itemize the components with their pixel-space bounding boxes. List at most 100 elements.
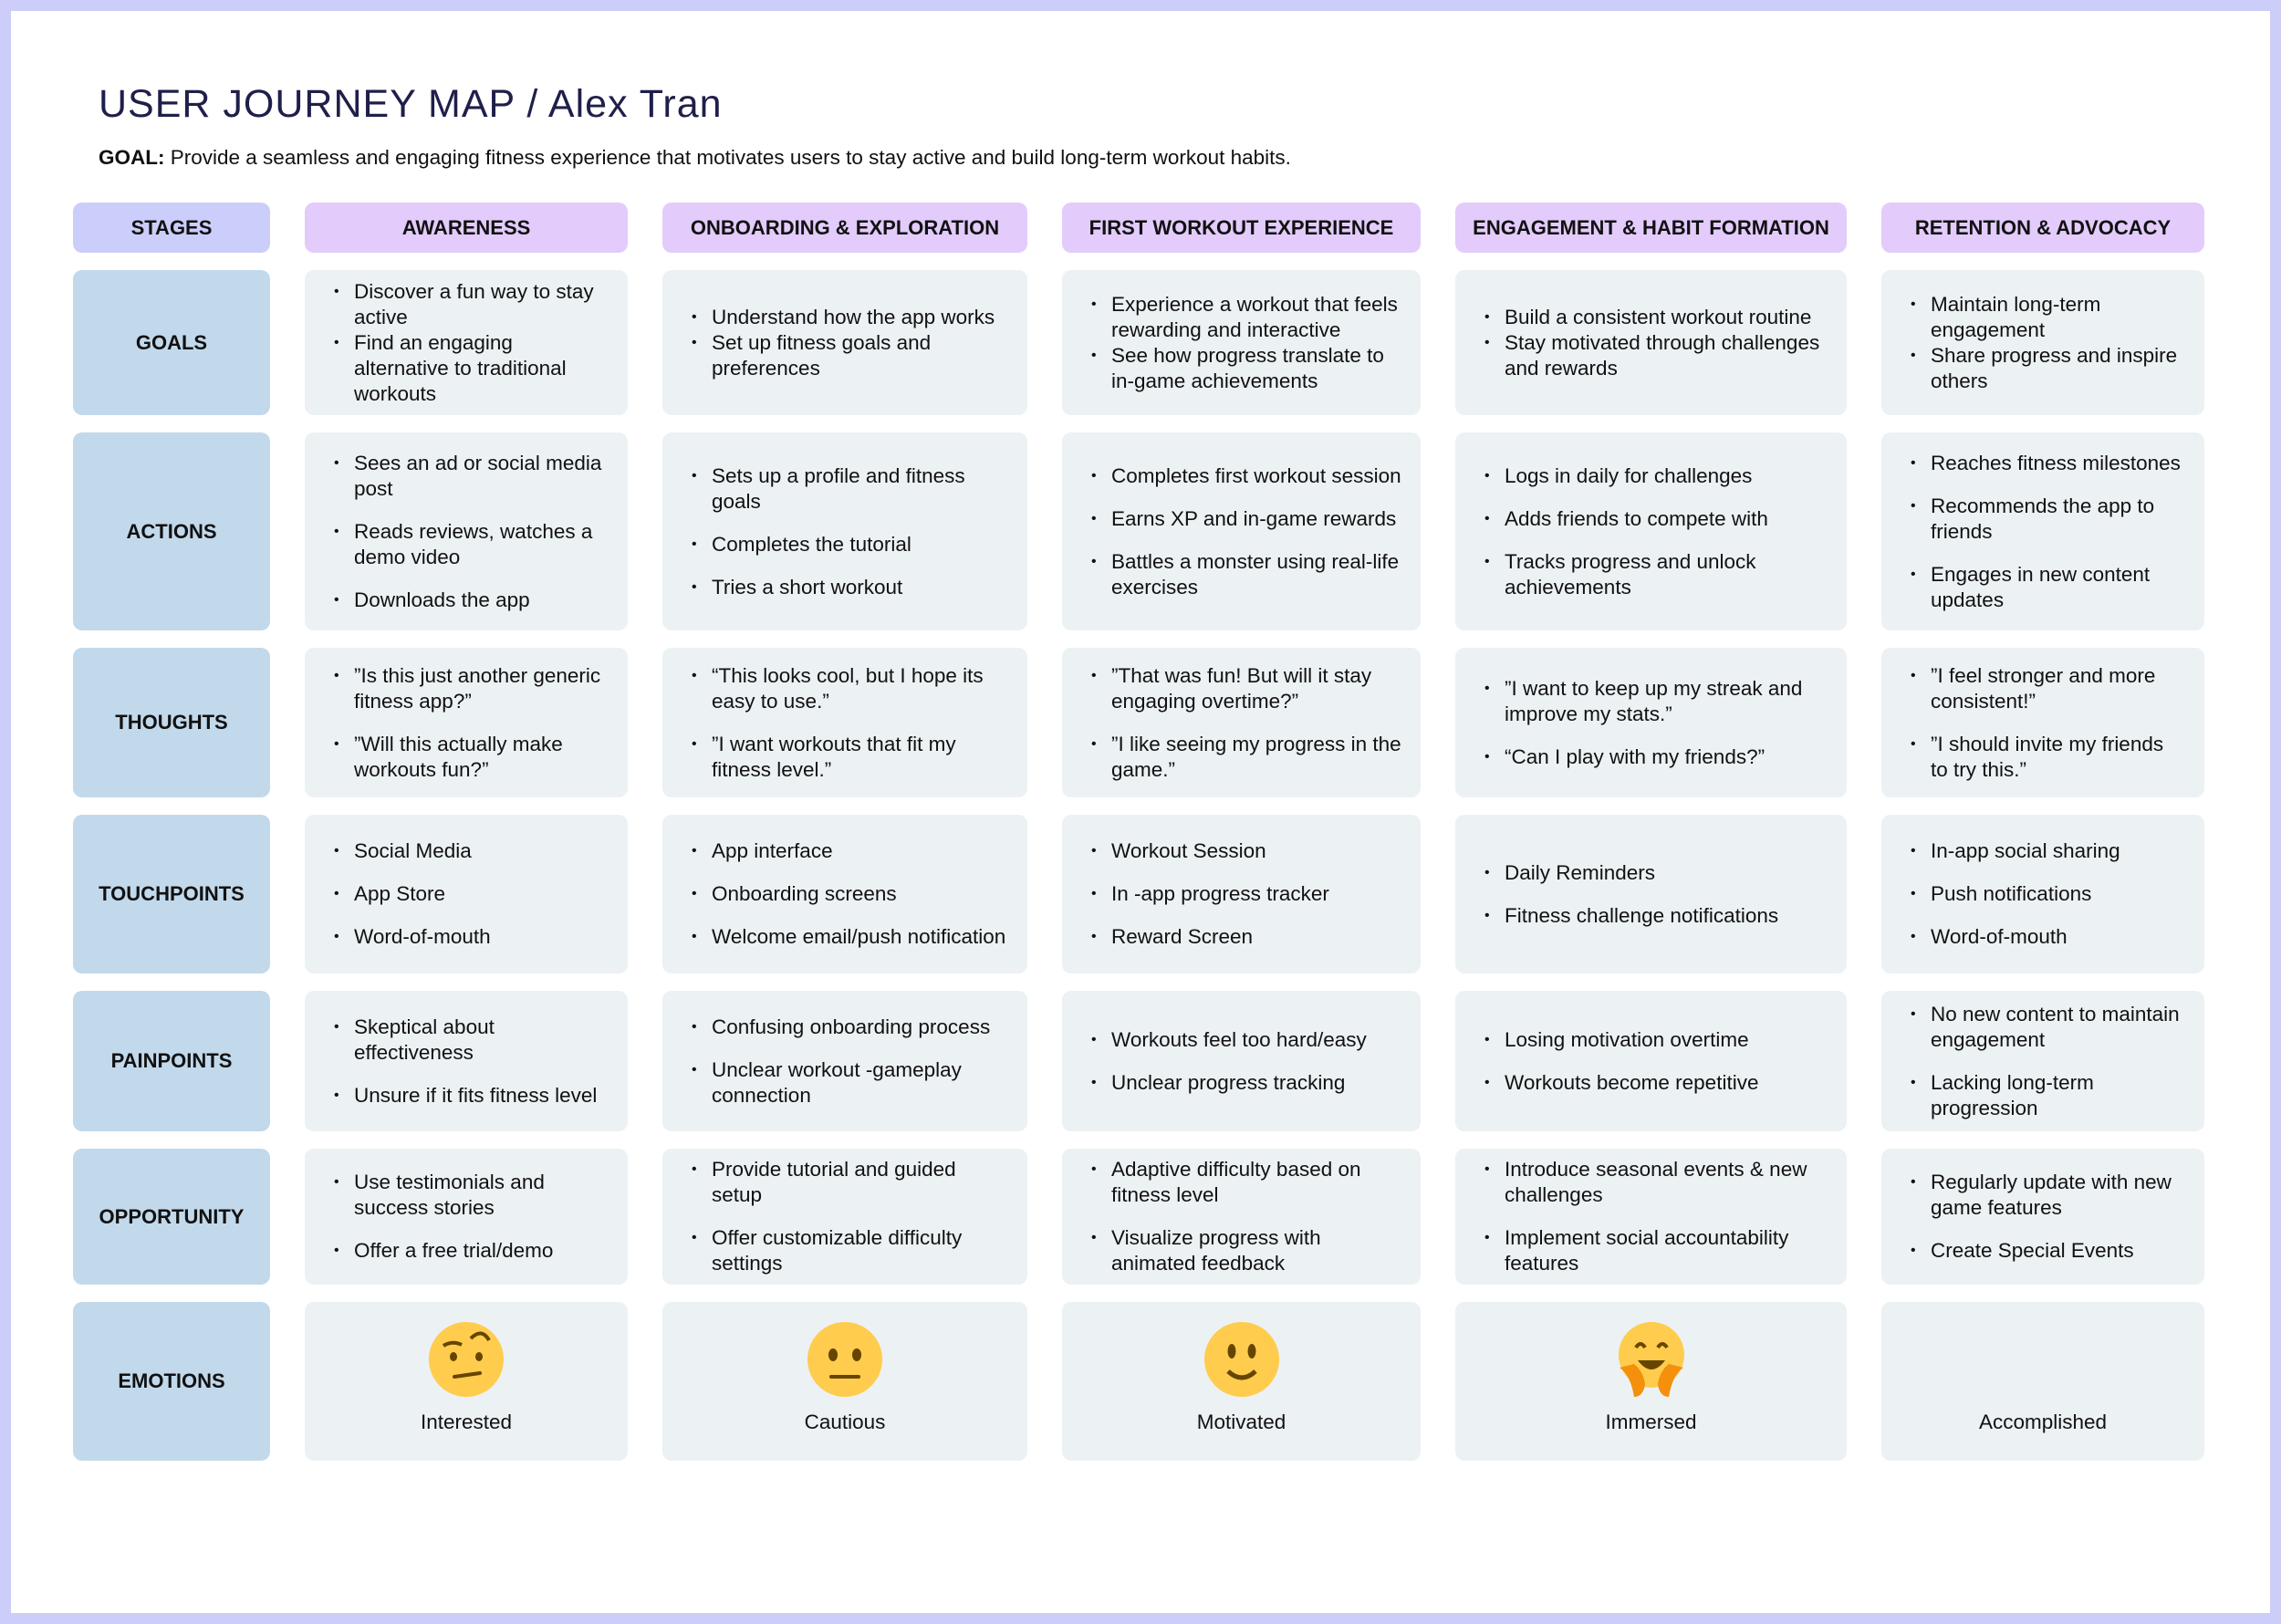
bullet-list: ”I want to keep up my streak and improve… <box>1483 676 1828 770</box>
bullet-item: Downloads the app <box>334 588 609 613</box>
emotion-cell: Motivated <box>1062 1302 1421 1461</box>
emotion-label: Immersed <box>1605 1411 1697 1433</box>
bullet-list: Logs in daily for challenges Adds friends… <box>1483 463 1828 600</box>
journey-cell: In-app social sharing Push notifications W… <box>1881 815 2204 973</box>
journey-cell: Sets up a profile and fitness goals Compl… <box>662 432 1027 630</box>
emotion-label: Accomplished <box>1978 1411 2108 1433</box>
bullet-item: Losing motivation overtime <box>1484 1027 1758 1053</box>
goal-text: Provide a seamless and engaging fitness … <box>164 146 1291 169</box>
bullet-item: Push notifications <box>1911 881 2120 907</box>
journey-cell: Logs in daily for challenges Adds friends… <box>1455 432 1847 630</box>
journey-cell: ”That was fun! But will it stay engaging… <box>1062 648 1421 797</box>
row-label-painpoints: PAINPOINTS <box>73 991 270 1131</box>
bullet-item: Sees an ad or social media post <box>334 451 609 502</box>
bullet-list: In-app social sharing Push notifications W… <box>1909 838 2120 950</box>
bullet-item: Experience a workout that feels rewardin… <box>1091 292 1402 343</box>
bullet-item: Fitness challenge notifications <box>1484 903 1778 929</box>
journey-cell: Confusing onboarding process Unclear work… <box>662 991 1027 1131</box>
bullet-item: ”That was fun! But will it stay engaging… <box>1091 663 1402 714</box>
bullet-item: In -app progress tracker <box>1091 881 1329 907</box>
bullet-list: Workout Session In -app progress tracker R… <box>1089 838 1329 950</box>
bullet-item: ”Will this actually make workouts fun?” <box>334 732 609 783</box>
bullet-item: In-app social sharing <box>1911 838 2120 864</box>
row-label-touchpoints: TOUCHPOINTS <box>73 815 270 973</box>
bullet-list: Confusing onboarding process Unclear work… <box>690 1015 1009 1109</box>
bullet-item: App interface <box>692 838 1005 864</box>
row-label-goals: GOALS <box>73 270 270 415</box>
stage-header: AWARENESS <box>305 203 628 253</box>
bullet-item: Completes first workout session <box>1091 463 1402 489</box>
bullet-item: No new content to maintain engagement <box>1911 1002 2186 1053</box>
journey-cell: App interface Onboarding screens Welcome e… <box>662 815 1027 973</box>
bullet-list: Understand how the app worksSet up fitne… <box>690 305 1009 381</box>
bullet-item: Adaptive difficulty based on fitness lev… <box>1091 1157 1402 1208</box>
bullet-item: Provide tutorial and guided setup <box>692 1157 1009 1208</box>
bullet-item: ”I feel stronger and more consistent!” <box>1911 663 2186 714</box>
bullet-item: Reward Screen <box>1091 924 1329 950</box>
emotion-label: Cautious <box>804 1411 886 1433</box>
bullet-list: Build a consistent workout routineStay m… <box>1483 305 1828 381</box>
bullet-item: Earns XP and in-game rewards <box>1091 506 1402 532</box>
journey-cell: Sees an ad or social media post Reads rev… <box>305 432 628 630</box>
bullet-list: Adaptive difficulty based on fitness lev… <box>1089 1157 1402 1276</box>
journey-cell: Workouts feel too hard/easy Unclear progr… <box>1062 991 1421 1131</box>
bullet-item: Maintain long-term engagement <box>1911 292 2186 343</box>
journey-cell: Reaches fitness milestones Recommends the… <box>1881 432 2204 630</box>
journey-map-page: USER JOURNEY MAP / Alex Tran GOAL: Provi… <box>11 11 2270 1613</box>
bullet-item: Welcome email/push notification <box>692 924 1005 950</box>
bullet-list: Skeptical about effectiveness Unsure if i… <box>332 1015 609 1109</box>
bullet-item: “Can I play with my friends?” <box>1484 744 1828 770</box>
journey-cell: Introduce seasonal events & new challeng… <box>1455 1149 1847 1285</box>
bullet-item: See how progress translate to in-game ac… <box>1091 343 1402 394</box>
emotion-cell: Cautious <box>662 1302 1027 1461</box>
bullet-item: Reads reviews, watches a demo video <box>334 519 609 570</box>
bullet-list: Provide tutorial and guided setup Offer c… <box>690 1157 1009 1276</box>
bullet-item: App Store <box>334 881 491 907</box>
row-label-actions: ACTIONS <box>73 432 270 630</box>
stage-header: RETENTION & ADVOCACY <box>1881 203 2204 253</box>
bullet-item: ”I should invite my friends to try this.… <box>1911 732 2186 783</box>
journey-cell: Provide tutorial and guided setup Offer c… <box>662 1149 1027 1285</box>
bullet-list: ”Is this just another generic fitness ap… <box>332 663 609 783</box>
emotion-label: Interested <box>420 1411 513 1433</box>
bullet-list: Sees an ad or social media post Reads rev… <box>332 451 609 613</box>
journey-cell: Maintain long-term engagementShare progr… <box>1881 270 2204 415</box>
journey-cell: Regularly update with new game features C… <box>1881 1149 2204 1285</box>
face-with-raised-eyebrow-icon <box>429 1322 504 1397</box>
bullet-item: Social Media <box>334 838 491 864</box>
bullet-item: Build a consistent workout routine <box>1484 305 1828 330</box>
bullet-list: Workouts feel too hard/easy Unclear progr… <box>1089 1027 1367 1096</box>
bullet-item: Recommends the app to friends <box>1911 494 2186 545</box>
bullet-item: Understand how the app works <box>692 305 1009 330</box>
bullet-list: Completes first workout session Earns XP … <box>1089 463 1402 600</box>
bullet-item: Discover a fun way to stay active <box>334 279 609 330</box>
bullet-item: Sets up a profile and fitness goals <box>692 463 1009 515</box>
bullet-item: Introduce seasonal events & new challeng… <box>1484 1157 1828 1208</box>
hugging-face-icon <box>1618 1322 1684 1397</box>
journey-cell: Use testimonials and success stories Offe… <box>305 1149 628 1285</box>
bullet-list: Experience a workout that feels rewardin… <box>1089 292 1402 394</box>
bullet-list: ”That was fun! But will it stay engaging… <box>1089 663 1402 783</box>
stages-header: STAGES <box>73 203 270 253</box>
bullet-item: Use testimonials and success stories <box>334 1170 609 1221</box>
journey-cell: Adaptive difficulty based on fitness lev… <box>1062 1149 1421 1285</box>
bullet-item: Share progress and inspire others <box>1911 343 2186 394</box>
bullet-item: Logs in daily for challenges <box>1484 463 1828 489</box>
bullet-item: Workouts become repetitive <box>1484 1070 1759 1096</box>
journey-cell: Skeptical about effectiveness Unsure if i… <box>305 991 628 1131</box>
journey-cell: Completes first workout session Earns XP … <box>1062 432 1421 630</box>
journey-cell: Experience a workout that feels rewardin… <box>1062 270 1421 415</box>
bullet-list: Regularly update with new game features C… <box>1909 1170 2186 1264</box>
bullet-list: App interface Onboarding screens Welcome e… <box>690 838 1005 950</box>
journey-cell: Workout Session In -app progress tracker R… <box>1062 815 1421 973</box>
bullet-item: “This looks cool, but I hope its easy to… <box>692 663 1009 714</box>
bullet-item: Stay motivated through challenges and re… <box>1484 330 1828 381</box>
page-title: USER JOURNEY MAP / Alex Tran <box>99 82 723 126</box>
bullet-item: Lacking long-term progression <box>1911 1070 2186 1121</box>
bullet-item: Find an engaging alternative to traditio… <box>334 330 609 407</box>
bullet-item: Visualize progress with animated feedbac… <box>1091 1225 1402 1276</box>
journey-cell: Understand how the app worksSet up fitne… <box>662 270 1027 415</box>
bullet-list: Discover a fun way to stay activeFind an… <box>332 279 609 407</box>
journey-cell: No new content to maintain engagement Lac… <box>1881 991 2204 1131</box>
bullet-item: Confusing onboarding process <box>692 1015 1009 1040</box>
